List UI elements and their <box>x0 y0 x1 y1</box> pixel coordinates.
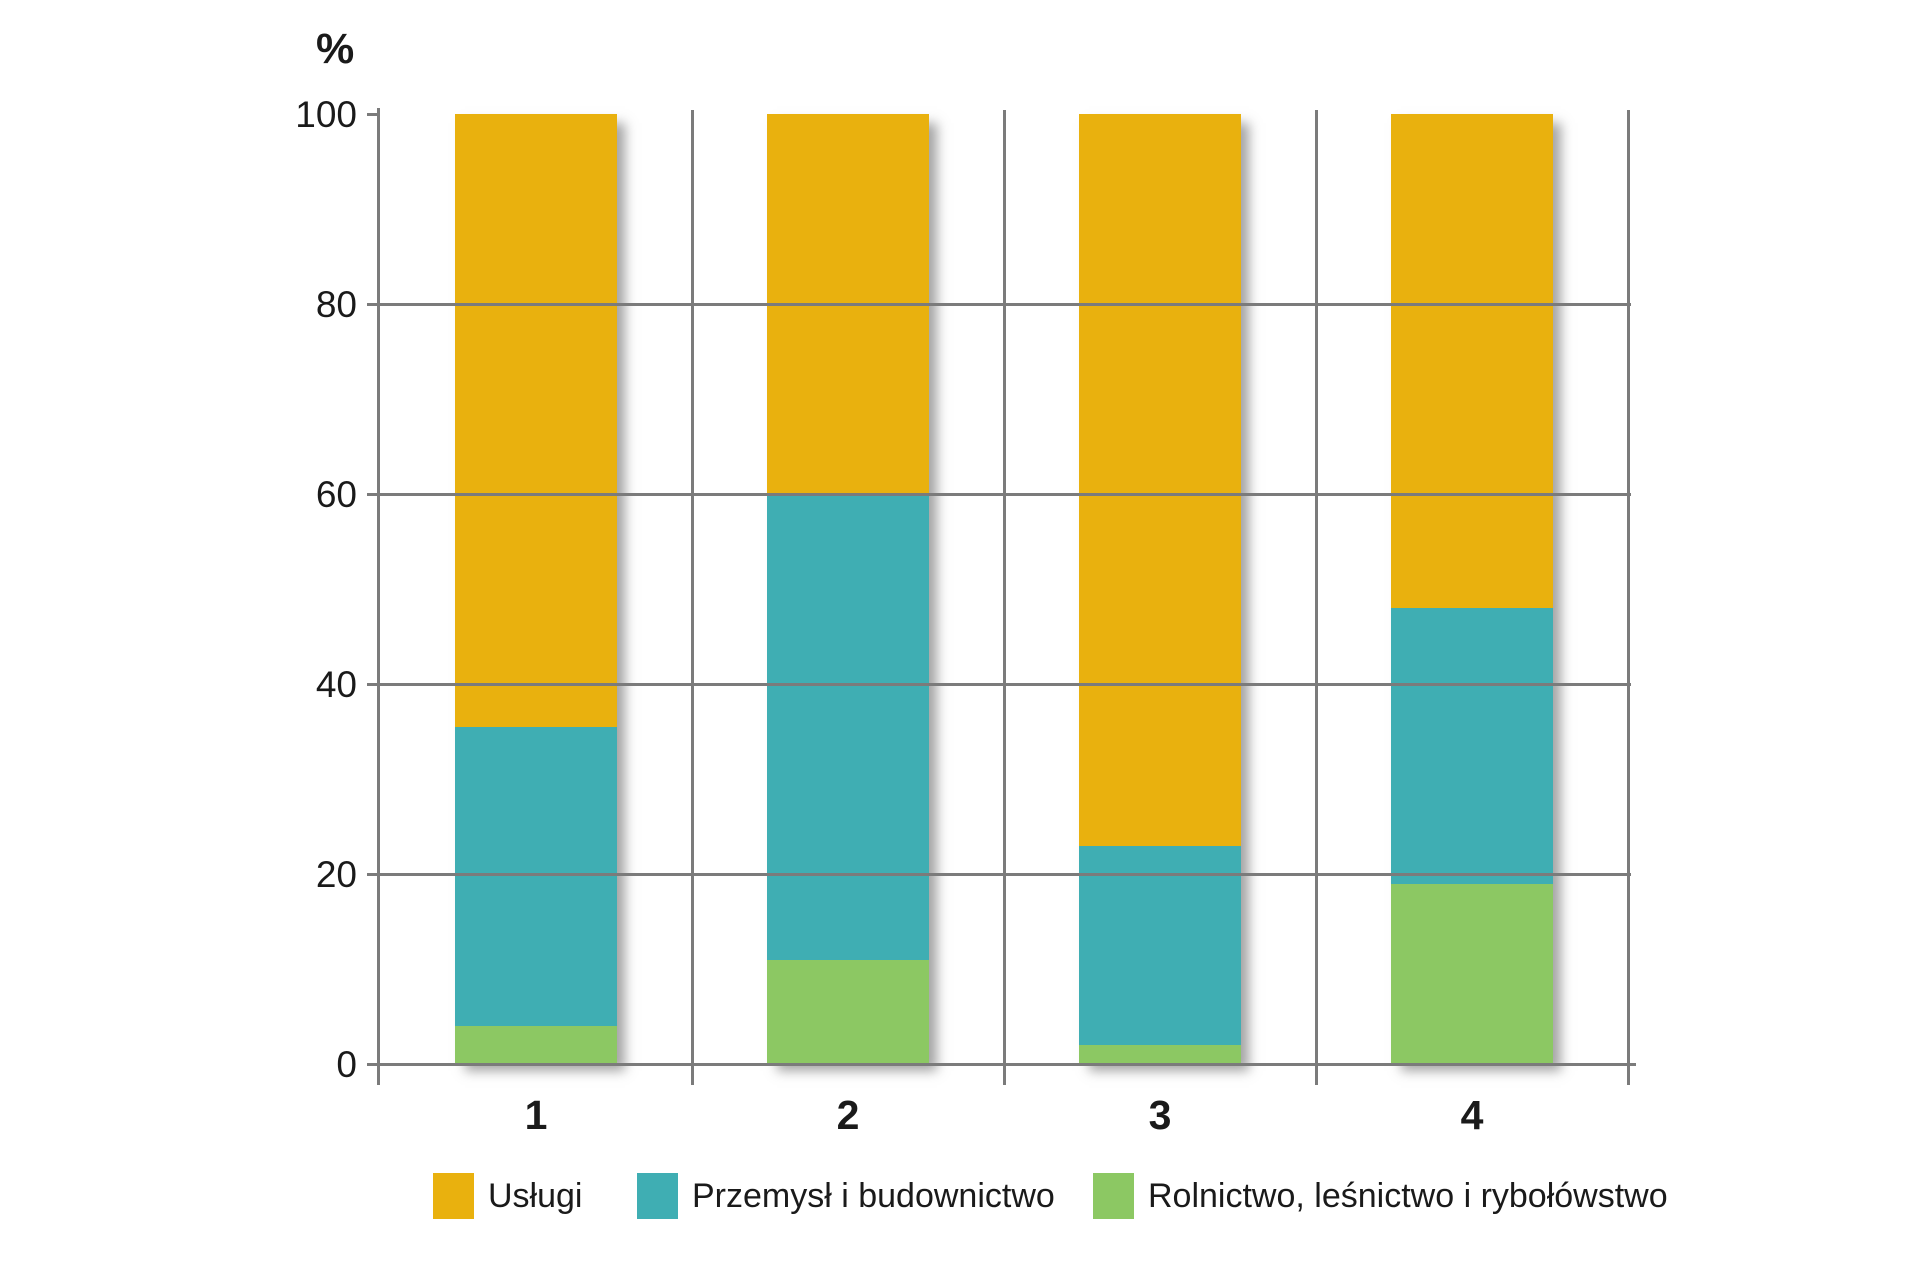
legend-swatch-icon <box>433 1173 474 1219</box>
bar-3-segment-1 <box>1079 114 1241 846</box>
y-axis-tick <box>367 112 380 116</box>
bar-4-segment-2 <box>1391 608 1553 884</box>
legend-label: Usługi <box>488 1177 583 1215</box>
x-tick-label: 1 <box>524 1092 548 1138</box>
y-tick-label: 20 <box>315 854 357 895</box>
legend-label: Rolnictwo, leśnictwo i rybołówstwo <box>1148 1177 1668 1215</box>
legend-label: Przemysł i budownictwo <box>692 1177 1055 1215</box>
bar-3-segment-2 <box>1079 845 1241 1045</box>
legend-item-2: Przemysł i budownictwo <box>637 1173 1055 1219</box>
bar-2 <box>767 114 929 1064</box>
bar-4 <box>1391 114 1553 1064</box>
y-axis-line <box>376 108 380 1085</box>
horizontal-gridline <box>367 492 1631 496</box>
y-tick-label: 40 <box>315 664 357 705</box>
horizontal-gridline <box>367 682 1631 686</box>
bar-1-segment-1 <box>455 114 617 727</box>
bar-2-segment-3 <box>767 959 929 1064</box>
horizontal-gridline <box>367 302 1631 306</box>
x-tick-label: 2 <box>836 1092 860 1138</box>
bar-1-segment-3 <box>455 1026 617 1064</box>
x-tick-label: 3 <box>1148 1092 1172 1138</box>
bar-1-segment-2 <box>455 726 617 1026</box>
legend-swatch-icon <box>1093 1173 1134 1219</box>
horizontal-gridline <box>367 872 1631 876</box>
legend-swatch-icon <box>637 1173 678 1219</box>
y-tick-label: 60 <box>315 474 357 515</box>
bar-4-segment-1 <box>1391 114 1553 608</box>
legend-item-1: Usługi <box>433 1173 582 1219</box>
vertical-gridline <box>1002 110 1006 1085</box>
y-tick-label: 100 <box>295 94 357 135</box>
bar-4-segment-3 <box>1391 883 1553 1064</box>
vertical-gridline <box>690 110 694 1085</box>
y-tick-label: 0 <box>336 1044 357 1085</box>
bar-2-segment-2 <box>767 494 929 960</box>
vertical-gridline <box>1314 110 1318 1085</box>
x-tick-label: 4 <box>1460 1092 1484 1138</box>
y-axis-unit-label: % <box>316 25 355 73</box>
bar-3 <box>1079 114 1241 1064</box>
x-axis-line <box>367 1062 1636 1066</box>
bar-3-segment-3 <box>1079 1045 1241 1064</box>
bar-1 <box>455 114 617 1064</box>
y-tick-label: 80 <box>315 284 357 325</box>
legend-item-3: Rolnictwo, leśnictwo i rybołówstwo <box>1093 1173 1668 1219</box>
vertical-gridline <box>1626 110 1630 1085</box>
